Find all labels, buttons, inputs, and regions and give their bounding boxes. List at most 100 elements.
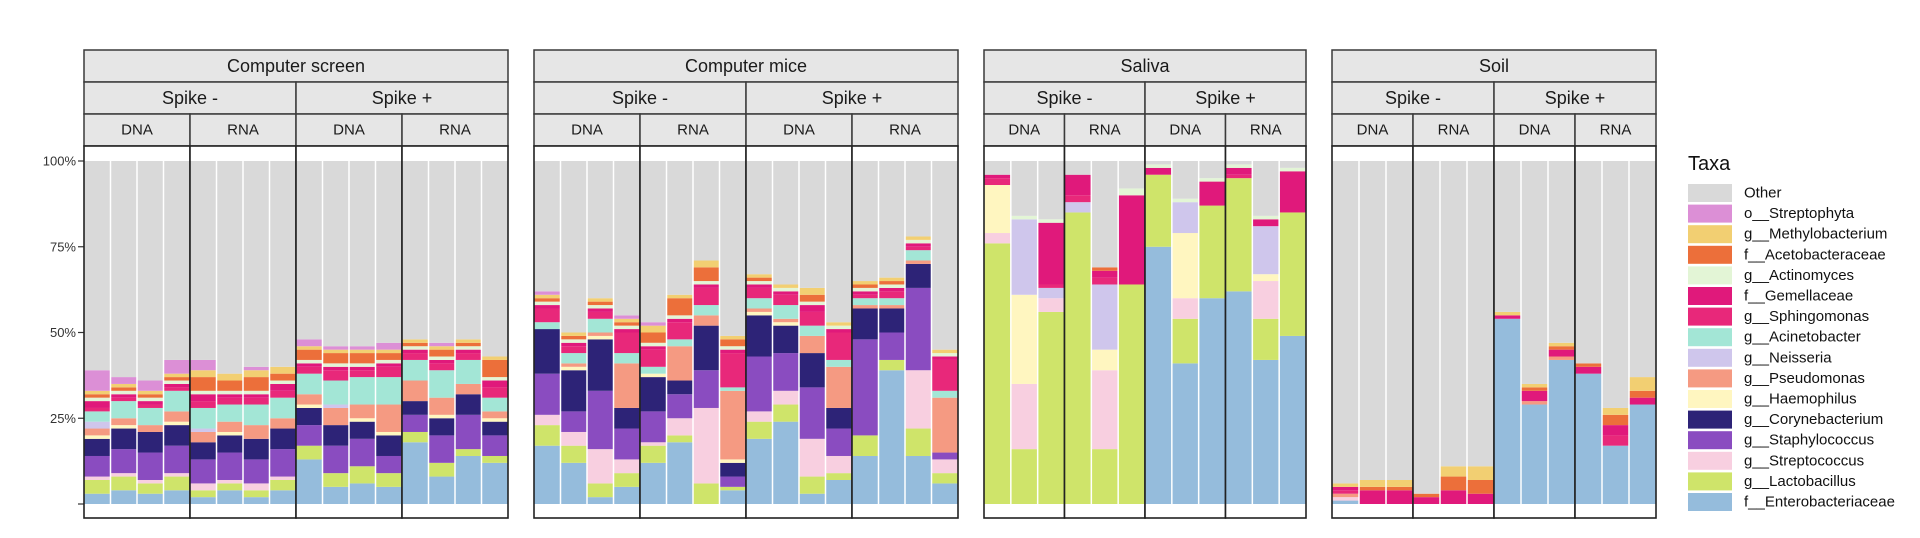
bar-segment-other: [905, 161, 932, 237]
bar-segment: [1037, 284, 1065, 288]
panel-top-gap: [1064, 146, 1145, 161]
bar-segment: [799, 335, 826, 354]
bar-segment: [640, 373, 667, 378]
bar-segment: [799, 325, 826, 336]
bar-segment: [1091, 370, 1119, 450]
bar-segment: [587, 301, 614, 306]
bar-segment: [878, 291, 905, 299]
legend-swatch: [1688, 410, 1732, 429]
bar-segment: [481, 397, 508, 412]
strip-spike: [1144, 81, 1307, 115]
bar-segment: [375, 486, 402, 504]
subpanel-border: [1574, 145, 1657, 519]
bar-segment: [878, 305, 905, 309]
strip-spike: [1493, 81, 1657, 115]
legend-label: g__Actinomyces: [1744, 267, 1854, 284]
legend-label: o__Streptophyta: [1744, 205, 1855, 222]
bar-segment: [428, 346, 455, 350]
bar-segment: [1332, 490, 1359, 494]
bar-segment: [825, 366, 852, 408]
bar-segment: [905, 239, 932, 244]
bar-segment: [587, 449, 614, 484]
bar-segment: [640, 322, 667, 326]
bar-segment-other: [1602, 161, 1629, 408]
bar-segment: [1629, 390, 1656, 398]
bar-segment: [1145, 246, 1172, 504]
bar-segment: [1602, 425, 1629, 436]
bar-segment: [560, 339, 587, 343]
bar-segment: [1548, 356, 1575, 360]
bar-segment: [1521, 383, 1548, 388]
bar-segment-other: [216, 161, 243, 374]
bar-segment: [402, 339, 429, 343]
bar-segment: [719, 339, 746, 347]
bar-segment: [428, 363, 455, 371]
bar-segment: [666, 394, 693, 419]
bar-segment: [878, 287, 905, 292]
bar-segment: [296, 363, 323, 367]
strip-sample-type-label: Saliva: [1120, 56, 1170, 76]
bar-segment: [84, 455, 111, 477]
bar-segment: [905, 243, 932, 247]
bar-segment: [1279, 212, 1306, 336]
bar-segment: [666, 442, 693, 504]
bar-segment: [1386, 479, 1413, 487]
bar-segment: [1037, 219, 1065, 223]
legend-label: g__Sphingomonas: [1744, 308, 1869, 325]
strip-nucleic-label: RNA: [439, 122, 471, 139]
bar-segment: [587, 311, 614, 319]
bar-segment: [137, 380, 164, 391]
strip-spike-label: Spike +: [822, 88, 883, 108]
bar-segment: [428, 349, 455, 357]
bar-segment: [349, 404, 376, 419]
bar-segment: [1064, 195, 1092, 203]
bar-segment-other: [322, 161, 349, 347]
bar-segment: [1467, 479, 1494, 494]
bar-segment: [587, 332, 614, 336]
bar-segment: [1064, 202, 1092, 213]
bar-segment: [772, 421, 799, 504]
bar-segment: [719, 349, 746, 354]
y-tick-label: 50%: [50, 325, 76, 340]
panel-bottom-gap: [1413, 504, 1494, 518]
bar-segment: [1252, 281, 1280, 319]
bar-segment: [719, 353, 746, 388]
panel-top-gap: [534, 146, 640, 161]
panel-top-gap: [1332, 146, 1413, 161]
bar-segment: [243, 438, 270, 460]
bar-segment-other: [1037, 161, 1065, 220]
bar-segment: [84, 390, 111, 395]
bar-segment: [455, 414, 482, 450]
bar-segment-other: [1467, 161, 1494, 467]
bar-segment: [1332, 483, 1359, 487]
bar-segment-other: [1548, 161, 1575, 343]
bar-segment: [1252, 274, 1280, 282]
bar-segment-other: [878, 161, 905, 278]
bar-segment: [1198, 181, 1226, 206]
bar-segment: [110, 449, 137, 474]
bar-segment: [666, 418, 693, 436]
legend-swatch: [1688, 472, 1732, 491]
bar-segment: [481, 356, 508, 360]
legend-label: f__Enterobacteriaceae: [1744, 494, 1895, 511]
bar-segment-other: [534, 161, 561, 292]
panel-top-gap: [852, 146, 958, 161]
bar-segment: [190, 370, 217, 378]
y-tick-label: 75%: [50, 239, 76, 254]
subpanel-border: [401, 145, 509, 519]
bar-segment: [1118, 195, 1145, 285]
bar-segment: [587, 339, 614, 391]
bar-segment: [931, 359, 958, 391]
bar-segment: [1602, 435, 1629, 446]
bar-segment: [455, 342, 482, 347]
strip-spike-label: Spike +: [1545, 88, 1606, 108]
bar-segment-other: [1118, 161, 1145, 189]
bar-segment-other: [1359, 161, 1386, 480]
bar-segment: [402, 349, 429, 354]
bar-segment: [243, 497, 270, 504]
bar-segment: [428, 359, 455, 364]
bar-segment: [746, 438, 773, 504]
bar-segment: [534, 414, 561, 426]
bar-segment: [163, 411, 190, 422]
